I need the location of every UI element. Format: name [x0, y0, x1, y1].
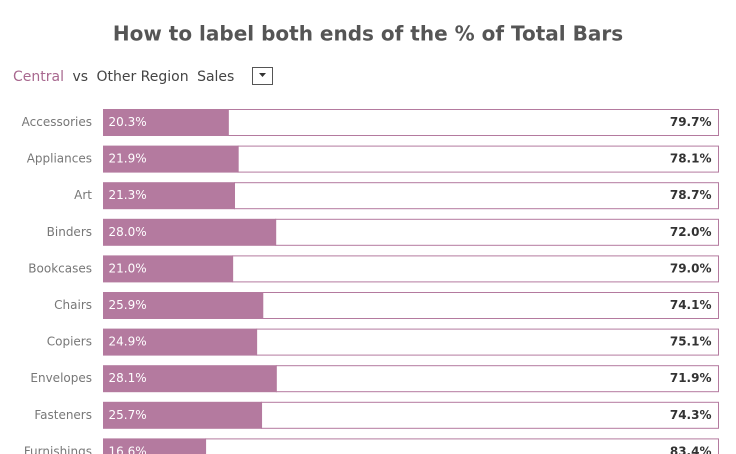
bar-segment	[275, 218, 719, 246]
value-label: 71.9%	[670, 371, 712, 385]
subtitle: Central vs Other Region Sales	[13, 69, 234, 85]
bar-segment	[103, 182, 235, 210]
bar-segment	[103, 218, 277, 246]
y-tick-label: Chairs	[54, 298, 92, 312]
value-label: 78.1%	[670, 152, 712, 166]
value-label: 16.6%	[109, 444, 147, 454]
value-label: 28.0%	[109, 225, 147, 239]
value-label: 21.3%	[109, 188, 147, 202]
bar-segment	[233, 182, 719, 210]
dropdown-arrow[interactable]	[259, 73, 266, 77]
y-tick-label: Furnishings	[24, 444, 92, 454]
value-label: 79.0%	[670, 261, 712, 275]
bar-segment	[237, 145, 719, 173]
y-tick-label: Art	[74, 188, 92, 202]
value-label: 78.7%	[670, 188, 712, 202]
bar-segment	[275, 365, 719, 393]
bar-segment	[227, 109, 719, 136]
bar-segment	[205, 438, 719, 454]
bar-segment	[103, 109, 229, 136]
value-label: 74.3%	[670, 408, 712, 422]
bar-segment	[103, 145, 239, 173]
value-label: 24.9%	[109, 335, 147, 349]
y-tick-label: Binders	[47, 225, 92, 239]
value-label: 83.4%	[670, 444, 712, 454]
value-label: 74.1%	[670, 298, 712, 312]
bar-segment	[103, 401, 263, 429]
value-label: 79.7%	[670, 115, 712, 129]
value-label: 25.7%	[109, 408, 147, 422]
value-label: 28.1%	[109, 371, 147, 385]
y-tick-label: Envelopes	[30, 371, 92, 385]
y-tick-label: Appliances	[27, 152, 92, 166]
value-label: 72.0%	[670, 225, 712, 239]
value-label: 25.9%	[109, 298, 147, 312]
value-label: 21.0%	[109, 261, 147, 275]
value-label: 75.1%	[670, 335, 712, 349]
bar-segment	[262, 292, 719, 319]
subtitle-word: Sales	[197, 69, 234, 85]
dropdown[interactable]	[252, 67, 273, 85]
subtitle-series: Other Region	[96, 69, 188, 85]
value-label: 21.9%	[109, 152, 147, 166]
y-tick-label: Bookcases	[28, 261, 92, 275]
chart-title: How to label both ends of the % of Total…	[113, 22, 623, 46]
y-tick-label: Accessories	[22, 115, 92, 129]
bar-segment	[232, 255, 719, 283]
bar-segment	[103, 292, 264, 319]
value-label: 20.3%	[109, 115, 147, 129]
bar-segment	[256, 328, 719, 356]
subtitle-word: vs	[72, 69, 88, 85]
y-tick-label: Fasteners	[34, 408, 92, 422]
subtitle-highlight: Central	[13, 69, 64, 85]
y-tick-label: Copiers	[47, 335, 92, 349]
bar-segment	[261, 401, 719, 429]
